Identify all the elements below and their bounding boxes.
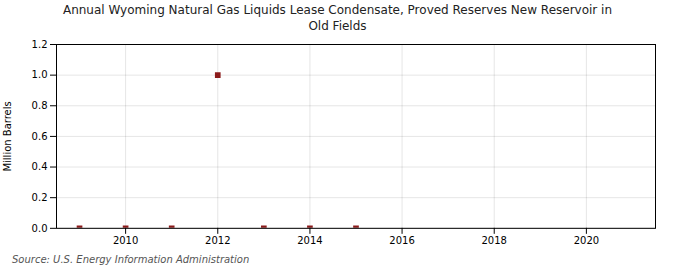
svg-text:2014: 2014 [297, 236, 322, 247]
svg-text:1.0: 1.0 [32, 70, 48, 81]
html-text:Annual Wyoming Natural Gas Liq: Annual Wyoming Natural Gas Liquids Lease… [62, 3, 613, 33]
svg-text:0.2: 0.2 [32, 192, 48, 203]
svg-text:0.8: 0.8 [32, 100, 48, 111]
svg-text:0.6: 0.6 [32, 131, 48, 142]
svg-text:2018: 2018 [482, 236, 507, 247]
svg-text:2020: 2020 [574, 236, 599, 247]
html-text:Source: U.S. Energy Informatio: Source: U.S. Energy Information Administ… [12, 254, 250, 265]
svg-text:2010: 2010 [113, 236, 138, 247]
svg-text:0.0: 0.0 [32, 223, 48, 234]
svg-text:2016: 2016 [389, 236, 414, 247]
svg-text:1.2: 1.2 [32, 39, 48, 50]
svg-text:2012: 2012 [205, 236, 230, 247]
svg-text:0.4: 0.4 [32, 161, 48, 172]
svg-text:Million Barrels: Million Barrels [2, 101, 13, 171]
